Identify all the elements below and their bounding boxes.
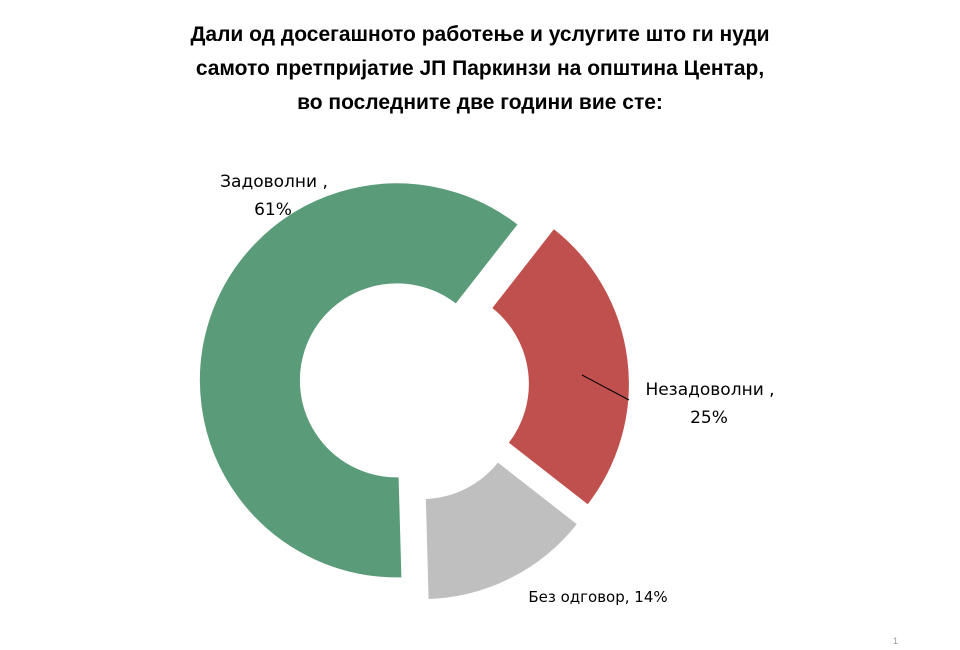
slice-label-nezadovolni-line-2: 25% — [690, 408, 728, 428]
page-number: 1 — [893, 636, 899, 646]
slice-label-bez-odgovor: Без одговор, 14% — [528, 588, 667, 606]
slice-nezadovolni — [489, 226, 631, 508]
slice-label-nezadovolni-line-1: Незадоволни , — [645, 380, 774, 400]
leader-line-nezadovolni — [581, 374, 630, 401]
donut-slices — [197, 181, 631, 602]
chart-title: Дали од досегашното работење и услугите … — [0, 18, 960, 120]
slice-label-zadovolni-line-1: Задоволни , — [220, 172, 328, 192]
slice-label-nezadovolni: Незадоволни , — [645, 380, 774, 400]
slice-zadovolni — [197, 181, 521, 580]
slice-label-zadovolni: Задоволни , — [220, 172, 328, 192]
chart-title-line-3: во последните две години вие сте: — [297, 91, 663, 114]
chart-title-line-2: самото претпријатие ЈП Паркинзи на општи… — [195, 57, 765, 80]
slice-value-zadovolni: 61% — [254, 200, 292, 220]
slice-bez-odgovor — [423, 459, 580, 602]
slice-label-zadovolni-line-2: 61% — [254, 200, 292, 220]
chart-title-line-1: Дали од досегашното работење и услугите … — [190, 23, 770, 46]
slice-value-nezadovolni: 25% — [690, 408, 728, 428]
slice-label-bez-odgovor-line-1: Без одговор, 14% — [528, 588, 667, 606]
